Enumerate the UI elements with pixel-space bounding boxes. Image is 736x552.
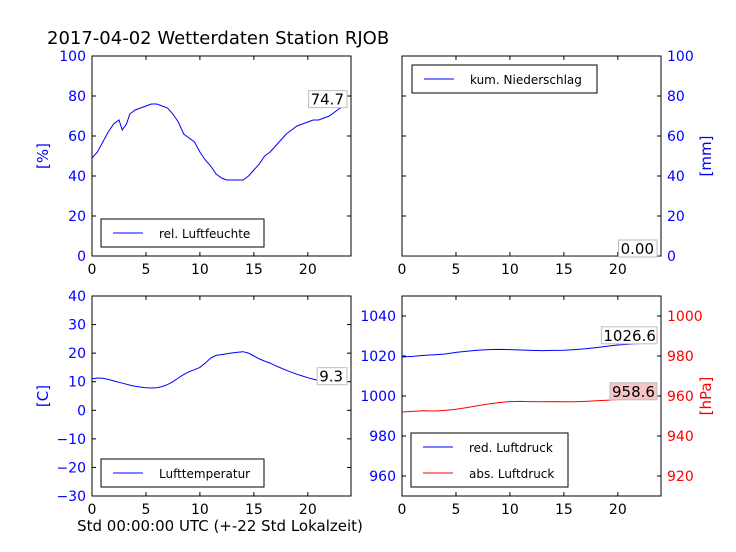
- x-tick-label: 10: [501, 502, 519, 518]
- y-tick-label: 10: [68, 375, 86, 391]
- y-tick-label: 960: [369, 469, 396, 485]
- x-tick-label: 0: [88, 262, 97, 278]
- x-tick-label: 5: [141, 262, 150, 278]
- y-tick-label: 1000: [360, 389, 396, 405]
- x-tick-label: 20: [609, 502, 627, 518]
- legend-label: rel. Luftfeuchte: [159, 227, 250, 241]
- legend-label: red. Luftdruck: [469, 441, 553, 455]
- x-tick-label: 20: [609, 262, 627, 278]
- figure-xlabel: Std 00:00:00 UTC (+-22 Std Lokalzeit): [77, 517, 363, 535]
- x-tick-label: 5: [141, 502, 150, 518]
- x-tick-label: 10: [501, 262, 519, 278]
- panel-bottom-left: 0 5 10 15 20 −30 −20 −10 0 10 20 30 40 [C] 9.3 Lufttemp…: [34, 289, 352, 518]
- value-annotation: 958.6: [612, 383, 655, 401]
- value-annotation-box: [618, 239, 658, 258]
- x-tick-label: 15: [245, 262, 263, 278]
- y-tick-label: 1040: [360, 309, 396, 325]
- legend-label: Lufttemperatur: [159, 467, 250, 481]
- y-tick-label: 1000: [667, 309, 703, 325]
- legend-label: abs. Luftdruck: [469, 467, 554, 481]
- y-tick-label: −20: [56, 460, 86, 476]
- y-tick-label: 960: [667, 389, 694, 405]
- y-tick-label: 0: [667, 249, 676, 265]
- y-tick-label: 20: [68, 209, 86, 225]
- value-annotation: 74.7: [311, 91, 344, 109]
- x-tick-label: 10: [191, 262, 209, 278]
- x-tick-label: 15: [245, 502, 263, 518]
- value-annotation-box: [600, 326, 658, 345]
- figure-title: 2017-04-02 Wetterdaten Station RJOB: [47, 28, 389, 49]
- y-tick-label: 920: [667, 469, 694, 485]
- y-tick-label: 60: [68, 129, 86, 145]
- y-tick-label: 980: [667, 349, 694, 365]
- panel-top-left: 0 5 10 15 20 0 20 40 60 80 100 [%] 74.7 rel. Luftfeuc…: [34, 49, 352, 278]
- plot-frame: [91, 295, 352, 497]
- y-tick-label: 100: [667, 49, 694, 65]
- y-tick-label: 30: [68, 318, 86, 334]
- y-axis-label: [mm]: [697, 136, 715, 177]
- y-tick-label: −10: [56, 432, 86, 448]
- y-axis-label: [%]: [34, 143, 52, 169]
- plot-frame: [91, 55, 352, 257]
- y-tick-label: 40: [68, 169, 86, 185]
- value-annotation-box: [316, 367, 348, 386]
- x-tick-label: 20: [299, 502, 317, 518]
- y-tick-label: 80: [667, 89, 685, 105]
- x-tick-label: 0: [398, 262, 407, 278]
- y-axis-label: [hPa]: [697, 377, 715, 416]
- y-tick-label: 940: [667, 429, 694, 445]
- y-tick-label: 80: [68, 89, 86, 105]
- y-axis-label: [C]: [34, 385, 52, 407]
- y-tick-label: 40: [68, 289, 86, 305]
- x-tick-label: 15: [555, 502, 573, 518]
- y-tick-label: 60: [667, 129, 685, 145]
- x-tick-label: 20: [299, 262, 317, 278]
- legend-box: [410, 432, 569, 488]
- value-annotation-box: [308, 90, 348, 109]
- x-tick-label: 0: [398, 502, 407, 518]
- series-line: [402, 342, 656, 358]
- x-tick-label: 15: [555, 262, 573, 278]
- y-tick-label: 980: [369, 429, 396, 445]
- legend-label: kum. Niederschlag: [470, 73, 582, 87]
- y-tick-label: 1020: [360, 349, 396, 365]
- x-tick-label: 5: [451, 262, 460, 278]
- value-annotation: 0.00: [621, 240, 654, 258]
- y-tick-label: 20: [68, 346, 86, 362]
- y-tick-label: 100: [59, 49, 86, 65]
- y-tick-label: −30: [56, 489, 86, 505]
- x-tick-label: 10: [191, 502, 209, 518]
- y-tick-label: 0: [77, 249, 86, 265]
- panel-bottom-right: 0 5 10 15 20 960 980 1000 1020 1040 920 940 960 980 10…: [360, 295, 715, 518]
- x-tick-label: 5: [451, 502, 460, 518]
- y-tick-label: 0: [77, 403, 86, 419]
- x-tick-label: 0: [88, 502, 97, 518]
- series-line: [92, 103, 346, 181]
- y-tick-label: 20: [667, 209, 685, 225]
- value-annotation: 1026.6: [603, 327, 656, 345]
- panel-top-right: 0 5 10 15 20 0 20 40 60 80 100 [mm] 0.00 kum. Nieders…: [398, 49, 715, 278]
- series-line: [92, 351, 346, 389]
- y-tick-label: 40: [667, 169, 685, 185]
- value-annotation: 9.3: [319, 368, 343, 386]
- value-annotation-box: [609, 382, 658, 401]
